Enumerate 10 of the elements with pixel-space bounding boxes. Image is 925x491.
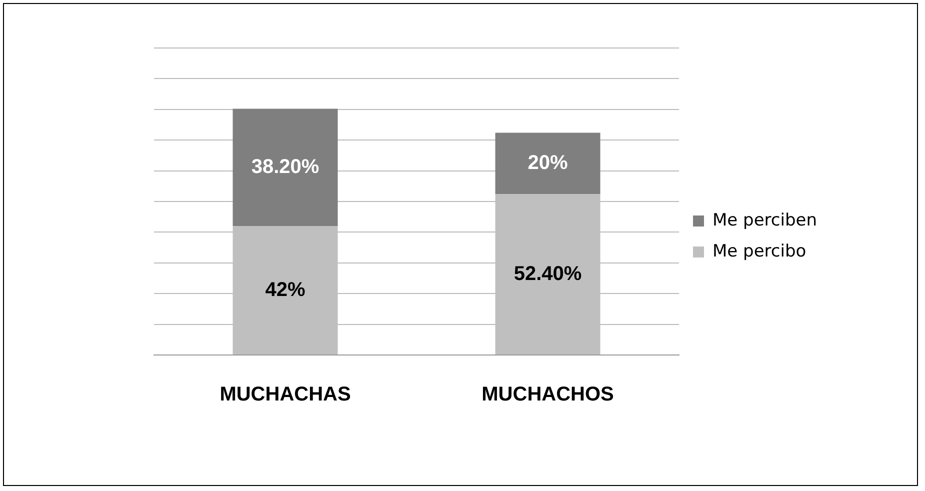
data-label: 52.40% [514, 262, 582, 285]
x-tick-label: MUCHACHOS [482, 384, 614, 406]
data-label: 38.20% [251, 156, 320, 178]
data-label: 20% [528, 152, 568, 174]
legend-label: Me percibo [712, 241, 806, 262]
data-label: 42% [265, 278, 306, 301]
bar [495, 132, 600, 194]
legend-label: Me perciben [712, 210, 818, 230]
x-tick-label: MUCHACHAS [220, 384, 351, 406]
bar [232, 108, 338, 226]
